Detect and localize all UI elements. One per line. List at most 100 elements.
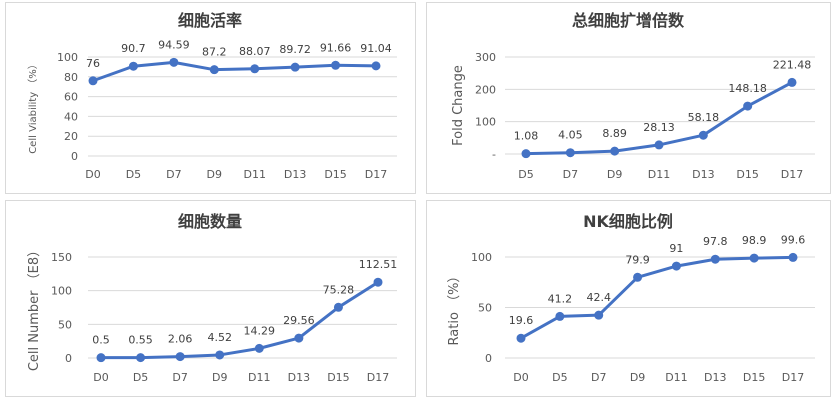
data-label: 29.56 [283, 314, 315, 327]
x-tick-label: D9 [630, 371, 645, 384]
x-tick-label: D7 [166, 168, 181, 181]
data-point [331, 60, 341, 70]
data-point [136, 353, 146, 363]
data-label: 99.6 [781, 233, 806, 246]
data-label: 19.6 [509, 314, 534, 327]
data-label: 88.07 [239, 45, 271, 58]
y-tick-label: 100 [51, 285, 72, 298]
data-point [788, 252, 798, 262]
x-tick-label: D15 [324, 168, 346, 181]
data-point [671, 261, 681, 271]
x-tick-label: D0 [85, 168, 100, 181]
data-point [710, 254, 720, 264]
data-label: 91.66 [320, 41, 352, 54]
y-tick-label: 300 [475, 51, 496, 64]
data-point [128, 61, 138, 71]
x-tick-label: D17 [365, 168, 387, 181]
x-tick-label: D0 [513, 371, 528, 384]
x-tick-label: D17 [781, 168, 803, 181]
x-tick-label: D5 [126, 168, 141, 181]
data-label: 4.52 [207, 331, 232, 344]
data-point [633, 272, 643, 282]
x-tick-label: D5 [518, 168, 533, 181]
data-point [371, 61, 381, 71]
x-tick-label: D13 [704, 371, 726, 384]
y-axis-label: Cell Number （E8） [27, 244, 42, 371]
chart-panel-nk-ratio [426, 200, 831, 397]
data-label: 0.5 [92, 334, 110, 347]
x-tick-label: D5 [133, 371, 148, 384]
y-axis-label: Ratio （%） [447, 270, 462, 346]
data-label: 89.72 [279, 43, 311, 56]
data-point [565, 148, 575, 158]
x-tick-label: D17 [782, 371, 804, 384]
x-tick-label: D7 [563, 168, 578, 181]
x-tick-label: D13 [692, 168, 714, 181]
chart-title: 总细胞扩增倍数 [572, 11, 685, 30]
data-point [594, 310, 604, 320]
data-point [698, 130, 708, 140]
chart-panel-cell-number [5, 200, 416, 397]
y-tick-label: 40 [64, 110, 78, 123]
x-tick-label: D7 [172, 371, 187, 384]
data-point [555, 311, 565, 321]
data-label: 28.13 [643, 121, 675, 134]
data-point [373, 277, 383, 287]
data-label: 14.29 [244, 324, 276, 337]
x-tick-label: D13 [288, 371, 310, 384]
y-axis-label: Cell Viability （%） [27, 59, 39, 154]
x-tick-label: D11 [665, 371, 687, 384]
data-point [254, 343, 264, 353]
y-tick-label: 20 [64, 130, 78, 143]
y-tick-label: 200 [475, 83, 496, 96]
data-point [290, 62, 300, 72]
data-point [787, 77, 797, 87]
series-line [92, 60, 377, 83]
y-tick-label: 0 [65, 352, 72, 365]
data-point [516, 333, 526, 343]
x-tick-label: D11 [243, 168, 265, 181]
data-point [743, 101, 753, 111]
data-point [96, 353, 106, 363]
data-point [654, 140, 664, 150]
data-label: 94.59 [158, 38, 190, 51]
data-point [169, 57, 179, 67]
chart-title: 细胞活率 [178, 11, 242, 30]
x-tick-label: D17 [367, 371, 389, 384]
y-tick-label: 60 [64, 91, 78, 104]
data-label: 58.18 [688, 111, 720, 124]
x-tick-label: D5 [552, 371, 567, 384]
x-tick-label: D13 [284, 168, 306, 181]
x-tick-label: D15 [736, 168, 758, 181]
y-axis-label: Fold Change [451, 65, 466, 146]
data-label: 76 [86, 57, 100, 70]
data-label: 0.55 [128, 334, 153, 347]
data-point [250, 64, 260, 74]
y-tick-label: 150 [51, 251, 72, 264]
data-point [175, 352, 185, 362]
y-tick-label: 100 [471, 251, 492, 264]
data-label: 42.4 [586, 291, 611, 304]
data-label: 41.2 [548, 292, 573, 305]
data-label: 98.9 [742, 234, 767, 247]
chart-panel-cell-viability [5, 2, 416, 194]
data-point [209, 65, 219, 75]
x-tick-label: D9 [207, 168, 222, 181]
y-tick-label: 100 [475, 116, 496, 129]
data-label: 1.08 [514, 130, 539, 143]
data-label: 148.18 [728, 82, 767, 95]
data-label: 221.48 [773, 58, 812, 71]
data-label: 8.89 [602, 127, 627, 140]
data-point [88, 76, 98, 86]
x-tick-label: D7 [591, 371, 606, 384]
series-line [100, 280, 379, 360]
x-tick-label: D0 [93, 371, 108, 384]
data-label: 112.51 [359, 258, 398, 271]
x-tick-label: D9 [607, 168, 622, 181]
chart-title: 细胞数量 [178, 212, 242, 231]
data-point [610, 146, 620, 156]
data-label: 87.2 [202, 46, 227, 59]
x-tick-label: D15 [743, 371, 765, 384]
